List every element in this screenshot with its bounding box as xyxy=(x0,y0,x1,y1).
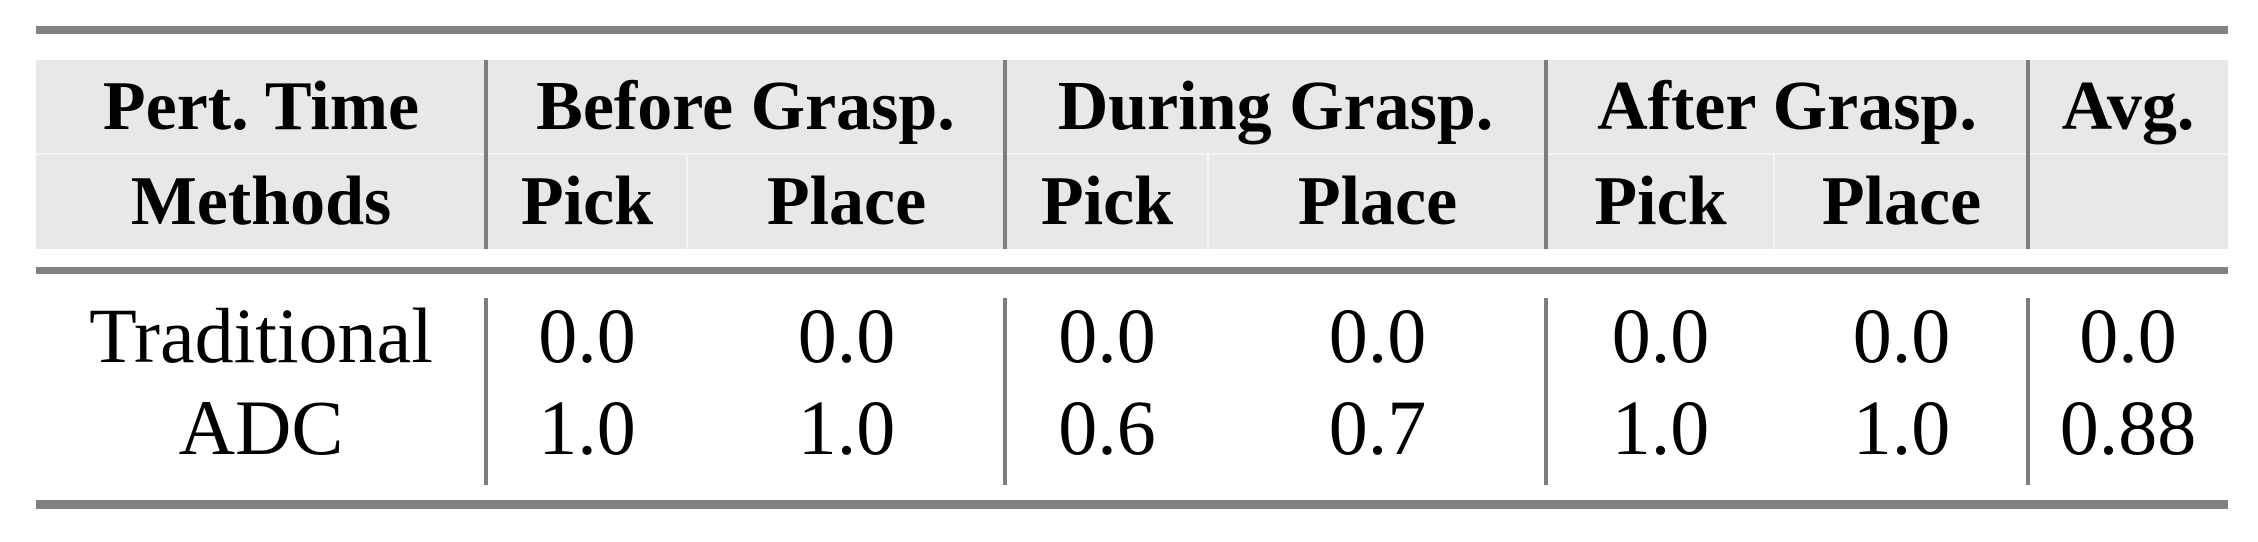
header-cell-during-place: Place xyxy=(1297,162,1458,240)
method-cell: Traditional xyxy=(89,292,433,379)
table-mid-rule xyxy=(36,267,2228,274)
column-divider xyxy=(1003,298,1007,485)
column-divider xyxy=(2026,298,2030,485)
value-cell: 0.6 xyxy=(1058,384,1156,471)
table-bottom-rule xyxy=(36,500,2228,509)
value-cell: 0.0 xyxy=(1852,292,1951,379)
header-cell-methods: Methods xyxy=(130,162,392,240)
column-divider xyxy=(1544,60,1548,249)
header-cell-after-grasp: After Grasp. xyxy=(1597,68,1977,145)
value-cell: 1.0 xyxy=(1611,384,1710,471)
header-subcol-seam-before xyxy=(686,154,688,249)
column-divider xyxy=(1003,60,1007,249)
header-cell-avg: Avg. xyxy=(2061,68,2195,145)
column-divider xyxy=(1544,298,1548,485)
header-row-seam xyxy=(36,153,2228,155)
header-cell-after-pick: Pick xyxy=(1594,162,1727,240)
header-cell-during-grasp: During Grasp. xyxy=(1057,68,1494,145)
value-cell: 0.88 xyxy=(2059,384,2197,471)
column-divider xyxy=(484,298,488,485)
header-cell-before-place: Place xyxy=(766,162,927,240)
header-cell-before-grasp: Before Grasp. xyxy=(536,68,955,145)
value-cell: 0.0 xyxy=(2079,292,2177,379)
table-body: Traditional 0.0 0.0 0.0 0.0 0.0 0.0 0.0 … xyxy=(36,290,2228,474)
header-subcol-seam-during xyxy=(1207,154,1209,249)
table-top-rule xyxy=(36,26,2228,34)
column-divider xyxy=(484,60,488,249)
value-cell: 1.0 xyxy=(538,384,636,471)
value-cell: 0.0 xyxy=(1611,292,1710,379)
column-divider xyxy=(2026,60,2030,249)
header-cell-during-pick: Pick xyxy=(1040,162,1174,240)
header-cell-before-pick: Pick xyxy=(520,162,654,240)
value-cell: 0.7 xyxy=(1328,384,1427,471)
header-cell-avg-empty xyxy=(2028,154,2228,249)
method-cell: ADC xyxy=(178,384,344,471)
header-subcol-seam-after xyxy=(1773,154,1775,249)
value-cell: 0.0 xyxy=(797,292,896,379)
header-cell-after-place: Place xyxy=(1821,162,1982,240)
header-cell-pert-time: Pert. Time xyxy=(102,68,420,145)
value-cell: 0.0 xyxy=(538,292,636,379)
value-cell: 0.0 xyxy=(1058,292,1156,379)
value-cell: 0.0 xyxy=(1328,292,1427,379)
value-cell: 1.0 xyxy=(1852,384,1951,471)
value-cell: 1.0 xyxy=(797,384,896,471)
